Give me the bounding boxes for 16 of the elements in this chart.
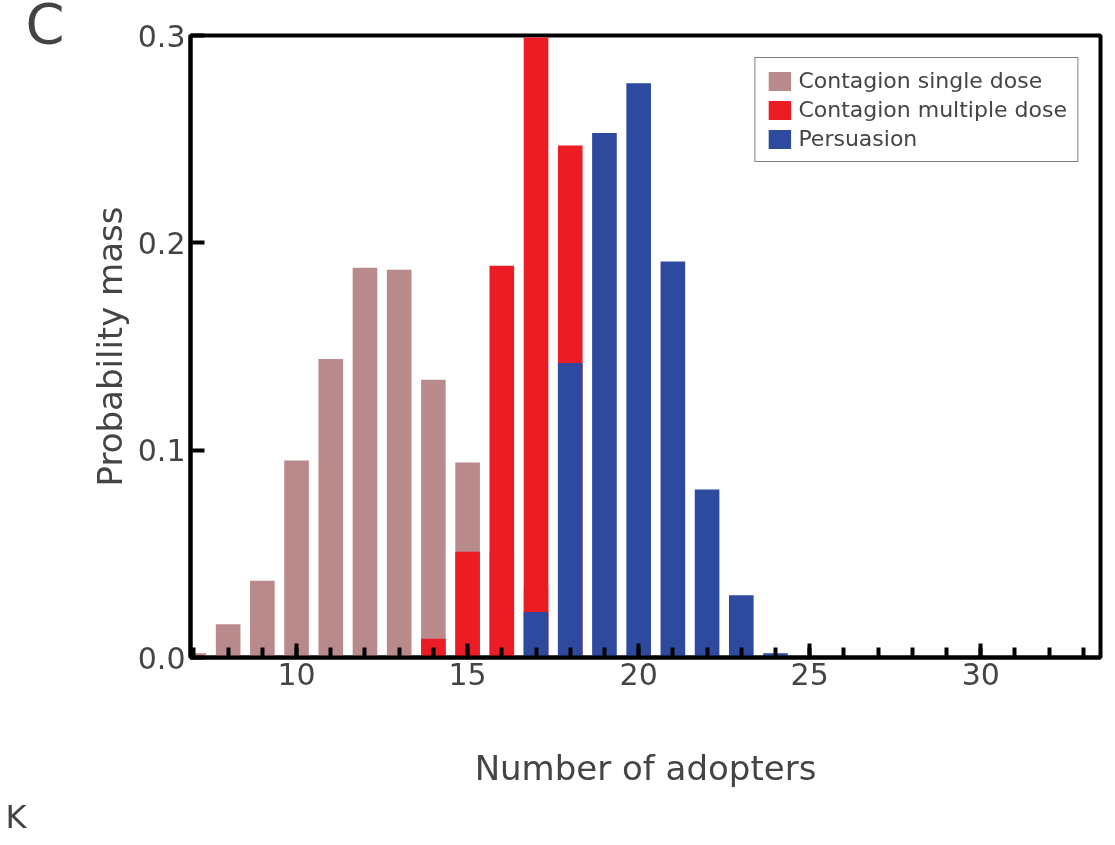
y-tick-label: 0.0 xyxy=(137,640,186,676)
x-tick-label: 25 xyxy=(790,656,829,692)
legend-label: Contagion single dose xyxy=(798,68,1043,93)
legend-label: Persuasion xyxy=(798,126,918,151)
chart-title: C xyxy=(25,0,65,56)
legend-label: Contagion multiple dose xyxy=(798,97,1067,122)
x-axis-title: Number of adopters xyxy=(474,747,817,788)
y-tick-label: 0.3 xyxy=(137,18,186,54)
x-tick-label: 10 xyxy=(277,656,316,692)
y-tick-label: 0.2 xyxy=(137,225,186,261)
text: K xyxy=(5,797,28,836)
x-tick-label: 15 xyxy=(448,656,487,692)
y-axis-title: Probability mass xyxy=(89,206,130,487)
x-tick-label: 20 xyxy=(619,656,658,692)
x-tick-label: 30 xyxy=(961,656,1000,692)
y-tick-label: 0.1 xyxy=(137,433,186,469)
